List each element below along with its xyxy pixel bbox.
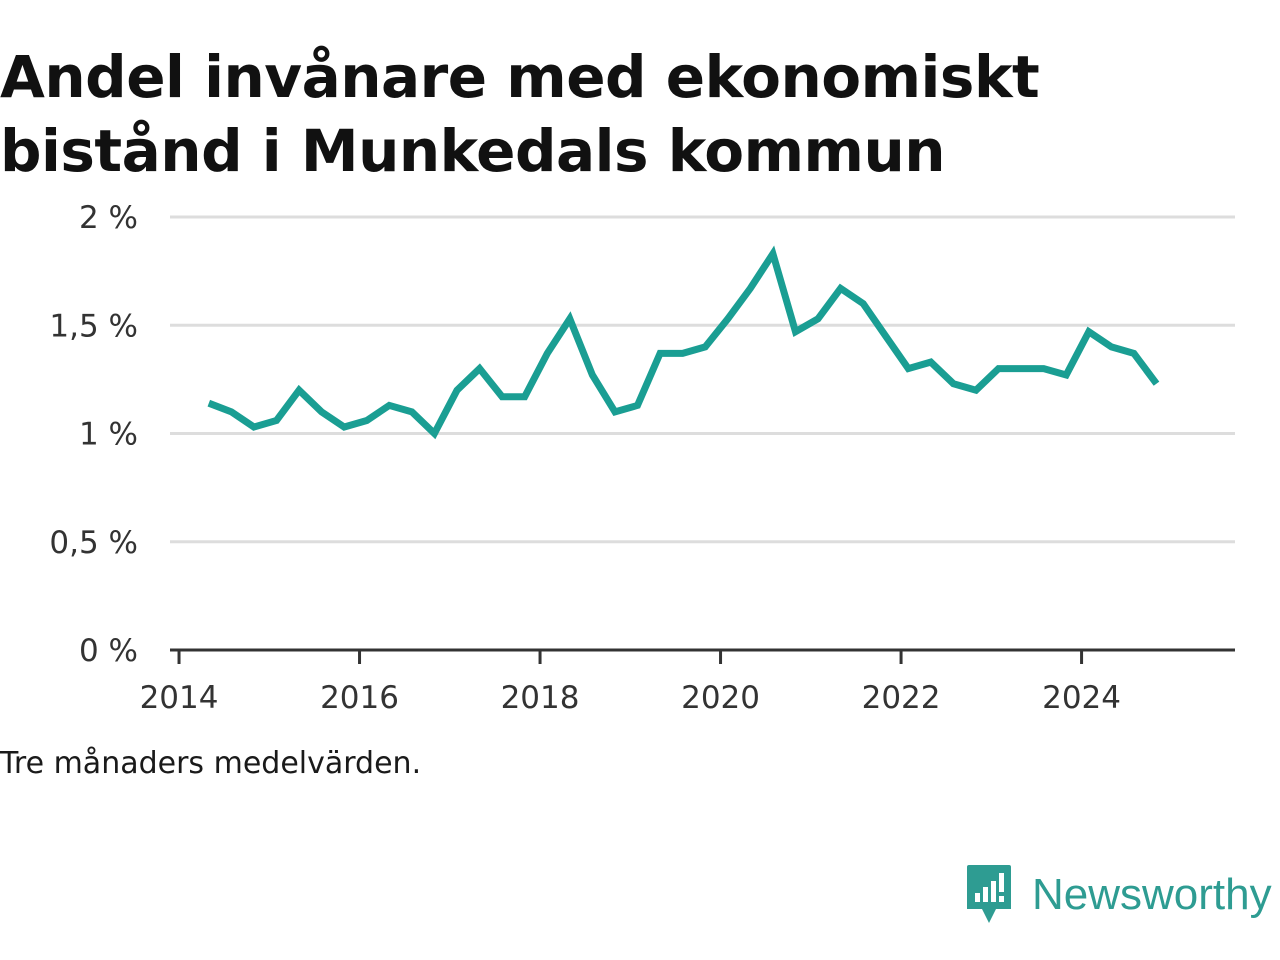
x-tick-label: 2022 xyxy=(862,680,941,716)
x-tick-label: 2024 xyxy=(1042,680,1121,716)
series-layer xyxy=(207,245,1160,440)
brand-name: Newsworthy xyxy=(1032,870,1272,919)
y-axis: 0 % 0,5 % 1 % 1,5 % 2 % xyxy=(49,200,138,669)
y-tick-label: 0,5 % xyxy=(49,525,138,561)
y-tick-label: 0 % xyxy=(79,633,138,669)
grid-lines xyxy=(170,215,1235,544)
brand-logo: Newsworthy xyxy=(964,862,1272,928)
x-tick-label: 2014 xyxy=(140,680,219,716)
y-tick-label: 1,5 % xyxy=(49,308,138,344)
y-tick-label: 2 % xyxy=(79,200,138,236)
x-tick-label: 2020 xyxy=(681,680,760,716)
chart-title: Andel invånare med ekonomiskt bistånd i … xyxy=(0,43,1040,185)
x-tick-label: 2018 xyxy=(501,680,580,716)
newsworthy-logo-icon xyxy=(967,865,1011,923)
series-line xyxy=(207,245,1160,440)
y-tick-label: 1 % xyxy=(79,417,138,453)
chart-note: Tre månaders medelvärden. xyxy=(0,746,422,781)
x-axis: 2014 2016 2018 2020 2022 2024 xyxy=(140,648,1235,716)
x-tick-label: 2016 xyxy=(320,680,399,716)
